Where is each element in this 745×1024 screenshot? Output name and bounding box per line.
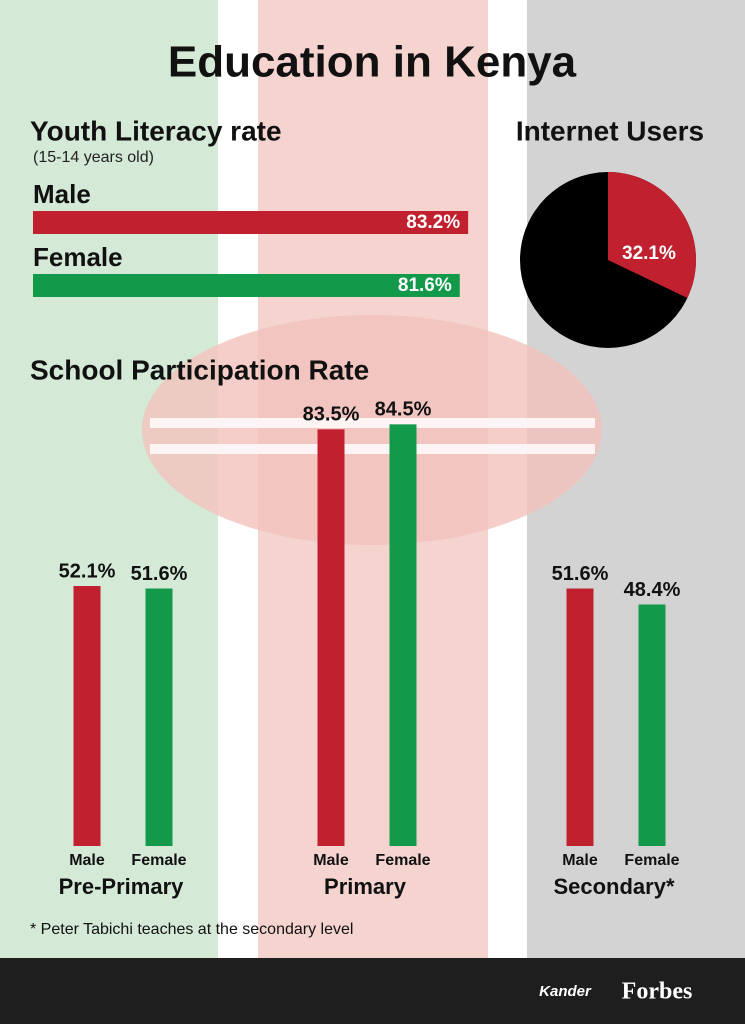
value-label: 51.6% (131, 563, 188, 585)
chart-title: Youth Literacy rate (30, 115, 282, 146)
shield-band (150, 418, 595, 428)
group-label: Primary (324, 874, 407, 899)
bar (33, 211, 469, 234)
bar (317, 429, 345, 846)
value-label: 51.6% (552, 563, 609, 585)
page-title: Education in Kenya (168, 38, 577, 87)
value-label: 52.1% (59, 560, 116, 582)
bar (73, 586, 101, 846)
value-label: 32.1% (622, 243, 676, 264)
legend-label: Female (624, 852, 679, 869)
bar (566, 588, 594, 846)
bar (33, 274, 460, 297)
legend-label: Female (375, 852, 430, 869)
bar (145, 588, 173, 846)
category-label: Male (33, 179, 91, 209)
legend-label: Male (562, 852, 598, 869)
bar (389, 424, 417, 846)
footer-bar (0, 958, 745, 1024)
logo: Forbes (622, 979, 693, 1005)
legend-label: Male (69, 852, 105, 869)
pie-slice (608, 172, 696, 298)
footnote: * Peter Tabichi teaches at the secondary… (30, 921, 353, 938)
value-label: 83.2% (406, 212, 460, 233)
logo: Kander (539, 983, 592, 1000)
value-label: 81.6% (398, 275, 452, 296)
chart-title: Internet Users (516, 115, 704, 146)
chart-subtitle: (15-14 years old) (33, 149, 154, 166)
legend-label: Male (313, 852, 349, 869)
value-label: 83.5% (303, 404, 360, 426)
bar (638, 604, 666, 846)
value-label: 84.5% (375, 399, 432, 421)
shield (142, 315, 602, 545)
group-label: Pre-Primary (59, 874, 185, 899)
chart-title: School Participation Rate (30, 354, 369, 385)
legend-label: Female (131, 852, 186, 869)
category-label: Female (33, 242, 123, 272)
value-label: 48.4% (624, 579, 681, 601)
shield-band (150, 444, 595, 454)
group-label: Secondary* (553, 874, 674, 899)
